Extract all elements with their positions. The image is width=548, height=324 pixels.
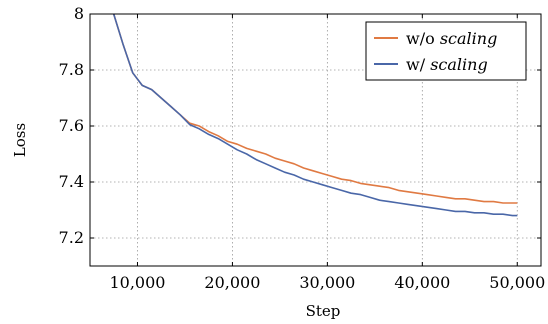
- legend-entry-without-scaling: w/o scaling: [406, 29, 497, 48]
- tick-labels: 10,000 20,000 30,000 40,000 50,000 7.2 7.4 7.6 7…: [59, 4, 546, 292]
- legend-entry-with-scaling: w/ scaling: [406, 55, 488, 74]
- legend-box: [365, 21, 527, 81]
- y-tick-label-2: 7.6: [59, 116, 84, 135]
- y-tick-label-4: 8: [74, 4, 84, 23]
- ticks: [90, 13, 541, 266]
- y-tick-label-0: 7.2: [59, 228, 84, 247]
- y-axis-label: Loss: [11, 123, 29, 157]
- plot-frame: [89, 13, 542, 267]
- x-tick-label-1: 20,000: [204, 273, 260, 292]
- x-axis-label: Step: [306, 302, 341, 320]
- legend: w/o scaling w/ scaling: [365, 21, 527, 81]
- x-tick-label-2: 30,000: [299, 273, 355, 292]
- x-tick-label-4: 50,000: [489, 273, 545, 292]
- series-line-with-scaling: [112, 13, 518, 217]
- x-tick-label-0: 10,000: [109, 273, 165, 292]
- series-layer: [112, 13, 518, 217]
- y-tick-label-1: 7.4: [59, 172, 84, 191]
- x-tick-label-3: 40,000: [394, 273, 450, 292]
- y-tick-label-3: 7.8: [59, 60, 84, 79]
